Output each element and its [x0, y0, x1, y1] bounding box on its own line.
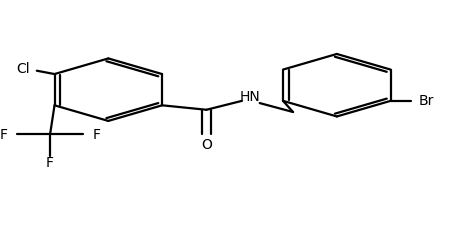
Text: F: F — [93, 128, 101, 142]
Text: F: F — [46, 155, 54, 169]
Text: F: F — [0, 128, 7, 142]
Text: O: O — [201, 138, 212, 152]
Text: Cl: Cl — [16, 61, 30, 75]
Text: Br: Br — [419, 93, 434, 107]
Text: HN: HN — [240, 90, 260, 104]
